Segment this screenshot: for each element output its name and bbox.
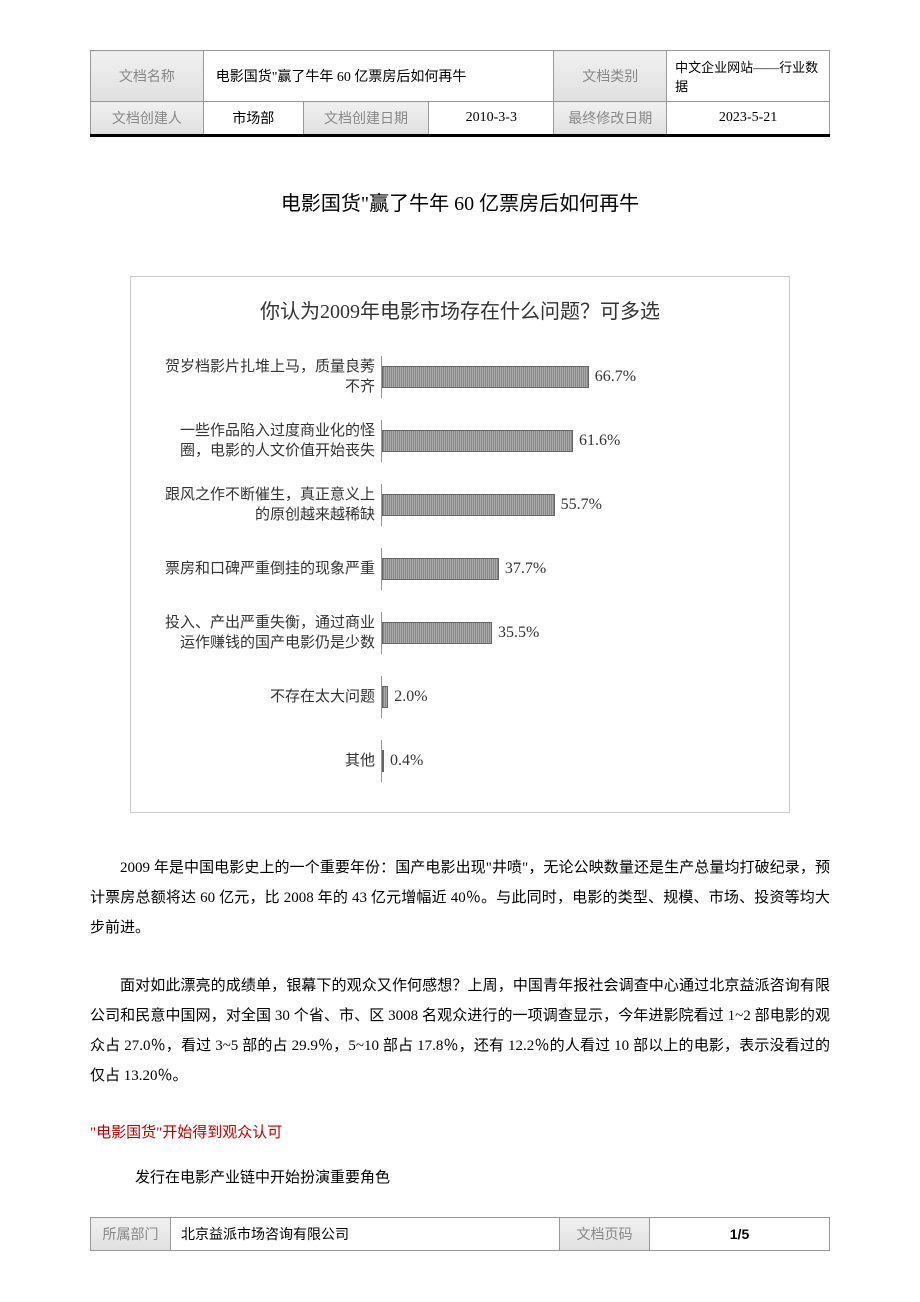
chart-label: 跟风之作不断催生，真正意义上的原创越来越稀缺 — [151, 485, 381, 526]
chart-bar-area: 37.7% — [381, 548, 769, 590]
header-label-createdate: 文档创建日期 — [303, 102, 428, 136]
sub-text: 发行在电影产业链中开始扮演重要角色 — [135, 1166, 830, 1187]
section-heading: "电影国货"开始得到观众认可 — [90, 1121, 830, 1142]
header-label-category: 文档类别 — [554, 51, 667, 102]
header-label-creator: 文档创建人 — [91, 102, 204, 136]
chart-title: 你认为2009年电影市场存在什么问题？可多选 — [131, 277, 789, 336]
chart-row: 票房和口碑严重倒挂的现象严重 37.7% — [151, 548, 769, 590]
chart-label: 其他 — [151, 751, 381, 771]
chart-row: 跟风之作不断催生，真正意义上的原创越来越稀缺 55.7% — [151, 484, 769, 526]
chart-bar — [382, 558, 499, 580]
footer-table: 所属部门 北京益派市场咨询有限公司 文档页码 1/5 — [90, 1217, 830, 1251]
chart-bar — [382, 366, 589, 388]
header-table: 文档名称 电影国货"赢了牛年 60 亿票房后如何再牛 文档类别 中文企业网站——… — [90, 50, 830, 137]
header-value-createdate: 2010-3-3 — [429, 102, 554, 136]
chart-label: 不存在太大问题 — [151, 687, 381, 707]
footer-value-dept: 北京益派市场咨询有限公司 — [171, 1218, 560, 1251]
footer-value-page: 1/5 — [650, 1218, 830, 1251]
chart-bar-area: 55.7% — [381, 484, 769, 526]
chart-row: 其他 0.4% — [151, 740, 769, 782]
chart-label: 投入、产出严重失衡，通过商业运作赚钱的国产电影仍是少数 — [151, 613, 381, 654]
chart-label: 票房和口碑严重倒挂的现象严重 — [151, 559, 381, 579]
chart-label: 贺岁档影片扎堆上马，质量良莠不齐 — [151, 357, 381, 398]
chart-bar-area: 61.6% — [381, 420, 769, 462]
header-value-creator: 市场部 — [203, 102, 303, 136]
footer-label-dept: 所属部门 — [91, 1218, 171, 1251]
chart-bar-area: 0.4% — [381, 740, 769, 782]
chart-bar-area: 35.5% — [381, 612, 769, 654]
header-value-docname: 电影国货"赢了牛年 60 亿票房后如何再牛 — [203, 51, 554, 102]
chart-value: 61.6% — [579, 432, 620, 450]
footer-label-page: 文档页码 — [560, 1218, 650, 1251]
chart-value: 2.0% — [394, 688, 427, 706]
paragraph-2: 面对如此漂亮的成绩单，银幕下的观众又作何感想？上周，中国青年报社会调查中心通过北… — [90, 971, 830, 1091]
chart-bar — [382, 494, 555, 516]
chart-value: 0.4% — [390, 752, 423, 770]
page-title: 电影国货"赢了牛年 60 亿票房后如何再牛 — [90, 187, 830, 216]
header-value-category: 中文企业网站——行业数据 — [667, 51, 830, 102]
header-value-modifydate: 2023-5-21 — [667, 102, 830, 136]
chart-bar-area: 2.0% — [381, 676, 769, 718]
chart-row: 一些作品陷入过度商业化的怪圈，电影的人文价值开始丧失 61.6% — [151, 420, 769, 462]
chart-body: 贺岁档影片扎堆上马，质量良莠不齐 66.7% 一些作品陷入过度商业化的怪圈，电影的人… — [131, 336, 789, 812]
header-label-modifydate: 最终修改日期 — [554, 102, 667, 136]
chart-row: 不存在太大问题 2.0% — [151, 676, 769, 718]
chart-row: 投入、产出严重失衡，通过商业运作赚钱的国产电影仍是少数 35.5% — [151, 612, 769, 654]
chart-value: 66.7% — [595, 368, 636, 386]
chart-value: 35.5% — [498, 624, 539, 642]
chart-bar — [382, 750, 384, 772]
chart-label: 一些作品陷入过度商业化的怪圈，电影的人文价值开始丧失 — [151, 421, 381, 462]
chart-bar-area: 66.7% — [381, 356, 769, 398]
chart-bar — [382, 430, 573, 452]
chart-value: 55.7% — [561, 496, 602, 514]
chart-bar — [382, 622, 492, 644]
paragraph-1: 2009 年是中国电影史上的一个重要年份：国产电影出现"井喷"，无论公映数量还是… — [90, 853, 830, 943]
chart-row: 贺岁档影片扎堆上马，质量良莠不齐 66.7% — [151, 356, 769, 398]
chart-value: 37.7% — [505, 560, 546, 578]
chart-container: 你认为2009年电影市场存在什么问题？可多选 贺岁档影片扎堆上马，质量良莠不齐 6… — [130, 276, 790, 813]
chart-bar — [382, 686, 388, 708]
header-label-docname: 文档名称 — [91, 51, 204, 102]
